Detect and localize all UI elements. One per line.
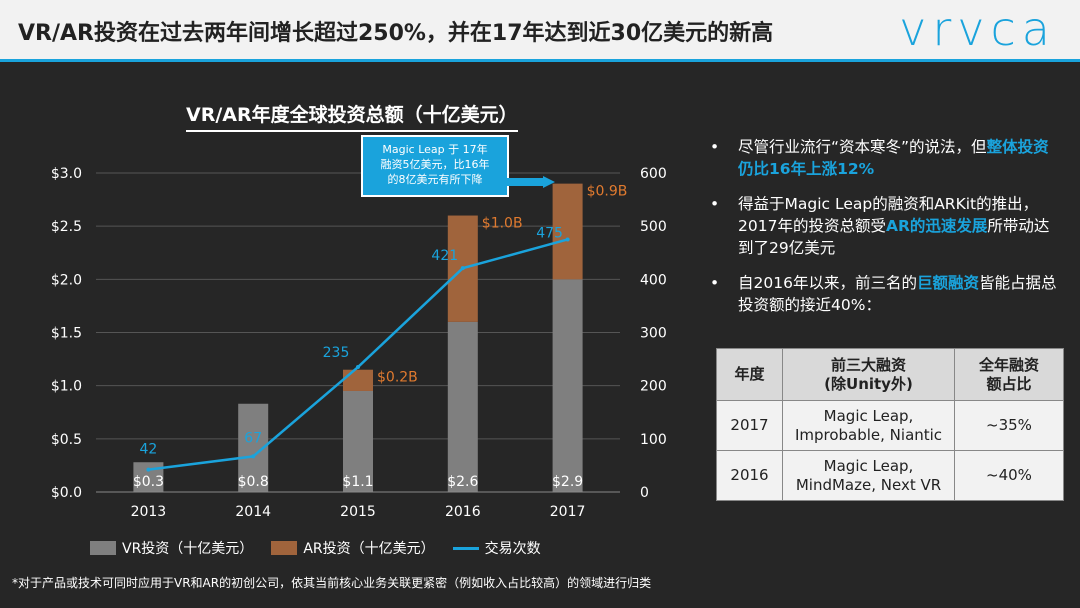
- bullet-2: • 得益于Magic Leap的融资和ARKit的推出，2017年的投资总额受A…: [708, 193, 1058, 259]
- bullet-dot: •: [710, 274, 720, 292]
- x-tick-label: 2014: [235, 504, 271, 520]
- ar-value-label: $0.9B: [587, 184, 628, 200]
- legend-ar-label: AR投资（十亿美元）: [303, 541, 435, 557]
- table-row: 2016 Magic Leap, MindMaze, Next VR ~40%: [716, 450, 1064, 501]
- bullet-1: • 尽管行业流行“资本寒冬”的说法，但整体投资仍比16年上涨12%: [708, 136, 1058, 180]
- bullet-3: • 自2016年以来，前三名的巨额融资皆能占据总投资额的接近40%：: [708, 272, 1058, 316]
- table-cell-companies: Magic Leap, Improbable, Niantic: [782, 400, 955, 451]
- ar-bar: [552, 183, 583, 280]
- ar-bar: [343, 369, 373, 391]
- table-cell-year: 2016: [716, 450, 783, 501]
- table-header-top3: 前三大融资 (除Unity外): [782, 348, 955, 401]
- y-right-tick-label: 600: [640, 166, 667, 182]
- bullet-1-text: 尽管行业流行“资本寒冬”的说法，但: [738, 138, 987, 156]
- deals-point: [460, 266, 465, 271]
- table-cell-year: 2017: [716, 400, 783, 451]
- chart-title: VR/AR年度全球投资总额（十亿美元）: [186, 100, 518, 132]
- y-left-tick-label: $1.5: [51, 326, 82, 342]
- y-right-tick-label: 0: [640, 485, 649, 501]
- vr-bar: [447, 321, 478, 492]
- table-header-share: 全年融资 额占比: [954, 348, 1064, 401]
- y-right-tick-label: 200: [640, 379, 667, 395]
- investment-chart: $0.0 $0.5 $1.0 $1.5 $2.0 $2.5 $3.0 0 100 200 300 40…: [51, 166, 667, 520]
- top-funding-table: 年度 前三大融资 (除Unity外) 全年融资 额占比 2017 Magic L…: [716, 348, 1064, 501]
- deals-value-label: 42: [139, 442, 157, 458]
- total-value-label: $2.6: [447, 474, 478, 490]
- deals-point: [146, 467, 151, 472]
- callout-arrow: [505, 176, 555, 188]
- legend-ar: AR投资（十亿美元）: [271, 538, 435, 558]
- y-left-tick-label: $0.0: [51, 485, 82, 501]
- legend-deals-swatch: [452, 546, 479, 550]
- y-right-tick-label: 500: [640, 219, 667, 235]
- bullet-3-post: 皆能占据总投资额的接近40%：: [738, 274, 1057, 314]
- legend-vr: VR投资（十亿美元）: [90, 538, 253, 558]
- deals-value-label: 421: [431, 248, 458, 264]
- x-tick-label: 2017: [550, 504, 586, 520]
- total-value-label: $1.1: [342, 474, 373, 490]
- bullet-2-highlight: AR的迅速发展: [885, 217, 988, 235]
- table-row: 2017 Magic Leap, Improbable, Niantic ~35…: [716, 400, 1064, 451]
- x-tick-label: 2016: [445, 504, 481, 520]
- callout-line-2: 融资5亿美元，比16年: [380, 158, 490, 171]
- chart-legend: VR投资（十亿美元） AR投资（十亿美元） 交易次数: [90, 538, 559, 558]
- table-header-row: 年度 前三大融资 (除Unity外) 全年融资 额占比: [716, 348, 1064, 401]
- vrvca-logo: vrvca: [899, 2, 1056, 56]
- y-right-tick-label: 300: [640, 326, 667, 342]
- total-value-label: $0.3: [133, 474, 164, 490]
- callout-line-1: Magic Leap 于 17年: [382, 143, 488, 156]
- bullet-3-pre: 自2016年以来，前三名的: [738, 274, 917, 292]
- legend-ar-swatch: [271, 541, 298, 555]
- deals-point: [565, 237, 570, 242]
- table-header-year: 年度: [716, 348, 783, 401]
- magic-leap-callout: Magic Leap 于 17年 融资5亿美元，比16年 的8亿美元有所下降: [361, 135, 509, 197]
- y-left-tick-label: $3.0: [51, 166, 82, 182]
- bullet-1-highlight: 整体投资仍比16年上涨12%: [738, 138, 1049, 178]
- ar-value-label: $0.2B: [377, 370, 418, 386]
- bullet-dot: •: [710, 138, 720, 156]
- deals-point: [356, 365, 360, 370]
- legend-deals-label: 交易次数: [484, 541, 541, 557]
- table-cell-share: ~35%: [954, 400, 1064, 451]
- x-tick-label: 2015: [340, 504, 376, 520]
- bullet-list: • 尽管行业流行“资本寒冬”的说法，但整体投资仍比16年上涨12% • 得益于M…: [708, 136, 1058, 329]
- vr-bar: [343, 390, 373, 492]
- legend-vr-label: VR投资（十亿美元）: [122, 541, 254, 557]
- y-right-tick-label: 100: [640, 432, 667, 448]
- bullet-2-post: 所带动达到了29亿美元: [738, 217, 1050, 257]
- y-left-tick-label: $0.5: [51, 432, 82, 448]
- legend-deals: 交易次数: [452, 538, 541, 558]
- bullet-3-highlight: 巨额融资: [916, 274, 979, 292]
- y-left-tick-label: $2.5: [51, 219, 82, 235]
- table-cell-companies: Magic Leap, MindMaze, Next VR: [782, 450, 955, 501]
- y-right-tick-label: 400: [640, 272, 667, 288]
- deals-point: [251, 454, 256, 459]
- legend-vr-swatch: [90, 541, 116, 555]
- vr-bar: [552, 279, 583, 492]
- table-cell-share: ~40%: [954, 450, 1064, 501]
- deals-value-label: 475: [536, 225, 563, 241]
- footnote: *对于产品或技术可同时应用于VR和AR的初创公司，依其当前核心业务关联更紧密（例…: [12, 576, 652, 590]
- bullet-dot: •: [710, 195, 720, 213]
- bullet-2-pre: 得益于Magic Leap的融资和ARKit的推出，2017年的投资总额受: [738, 195, 1039, 235]
- callout-line-3: 的8亿美元有所下降: [387, 173, 483, 186]
- deals-value-label: 235: [323, 345, 350, 361]
- total-value-label: $2.9: [552, 474, 583, 490]
- y-left-tick-label: $2.0: [51, 272, 82, 288]
- header: VR/AR投资在过去两年间增长超过250%，并在17年达到近30亿美元的新高 v…: [0, 0, 1080, 62]
- y-left-tick-label: $1.0: [51, 379, 82, 395]
- page-title: VR/AR投资在过去两年间增长超过250%，并在17年达到近30亿美元的新高: [18, 21, 774, 46]
- x-tick-label: 2013: [131, 504, 167, 520]
- total-value-label: $0.8: [238, 474, 269, 490]
- ar-value-label: $1.0B: [482, 216, 523, 232]
- deals-value-label: 67: [244, 430, 262, 446]
